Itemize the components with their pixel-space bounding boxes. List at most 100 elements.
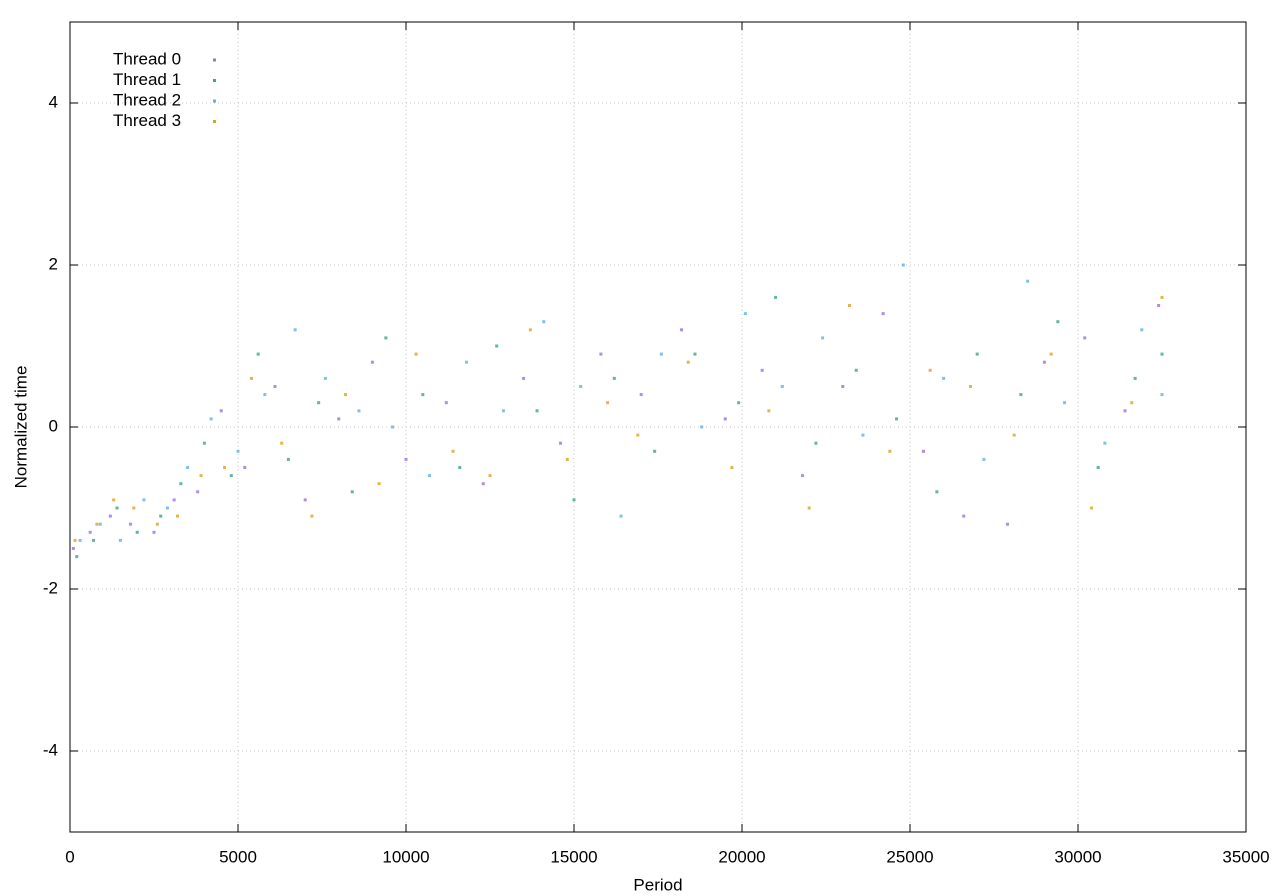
point <box>962 514 966 518</box>
point <box>1123 409 1127 413</box>
y-tick-label: 4 <box>49 92 58 111</box>
point <box>219 409 223 413</box>
point <box>464 360 468 364</box>
legend-swatch <box>213 58 216 62</box>
point <box>1026 279 1030 283</box>
point <box>881 312 885 316</box>
point <box>428 474 432 478</box>
point <box>854 368 858 372</box>
legend-label: Thread 2 <box>113 90 181 109</box>
point <box>774 295 778 299</box>
points <box>71 263 1164 559</box>
x-tick-label: 30000 <box>1054 847 1101 866</box>
point <box>165 506 169 510</box>
point <box>1103 441 1107 445</box>
y-axis-label: Normalized time <box>11 366 30 489</box>
y-tick-label: -4 <box>43 740 58 759</box>
point <box>1083 336 1087 340</box>
point <box>88 530 92 534</box>
point <box>481 482 485 486</box>
point <box>186 466 190 469</box>
point <box>236 449 240 453</box>
point <box>1157 304 1161 307</box>
x-tick-label: 35000 <box>1222 847 1269 866</box>
point <box>723 417 727 421</box>
point <box>1160 295 1164 299</box>
point <box>565 457 569 461</box>
point <box>71 547 75 550</box>
point <box>780 385 784 388</box>
point <box>700 425 704 429</box>
point <box>421 393 425 397</box>
x-tick-label: 10000 <box>382 847 429 866</box>
point <box>861 433 865 437</box>
legend-label: Thread 3 <box>113 111 181 130</box>
point <box>243 466 247 469</box>
point <box>488 474 492 478</box>
point <box>1096 466 1100 469</box>
point <box>975 352 979 356</box>
y-tick-label: 0 <box>49 416 58 435</box>
point <box>128 522 132 526</box>
point <box>693 352 697 356</box>
point <box>495 344 499 348</box>
point <box>286 457 290 461</box>
point <box>73 538 77 542</box>
point <box>1019 393 1023 397</box>
point <box>414 352 418 356</box>
x-tick-label: 0 <box>65 847 74 866</box>
point <box>303 498 307 502</box>
point <box>968 385 972 388</box>
x-tick-label: 15000 <box>550 847 597 866</box>
x-tick-label: 5000 <box>219 847 257 866</box>
legend-swatch <box>213 79 216 82</box>
point <box>75 555 79 559</box>
point <box>310 514 314 518</box>
point <box>680 328 684 332</box>
point <box>323 376 327 380</box>
point <box>730 466 734 469</box>
point <box>78 538 82 542</box>
point <box>199 474 203 478</box>
point <box>528 328 532 332</box>
point <box>249 376 253 380</box>
point <box>935 490 939 494</box>
point <box>377 482 381 486</box>
point <box>179 482 183 486</box>
point <box>1042 360 1046 364</box>
point <box>293 328 297 332</box>
point <box>263 393 267 397</box>
point <box>337 417 341 421</box>
point <box>317 401 321 405</box>
point <box>901 263 905 267</box>
point <box>1140 328 1144 332</box>
grid <box>69 22 1247 832</box>
point <box>176 514 180 518</box>
point <box>982 457 986 461</box>
point <box>444 401 448 405</box>
point <box>196 490 200 494</box>
point <box>1133 376 1137 380</box>
point <box>743 312 747 316</box>
point <box>542 320 546 324</box>
point <box>767 409 771 413</box>
point <box>928 368 932 372</box>
point <box>737 401 741 405</box>
point <box>152 530 156 534</box>
point <box>606 401 610 405</box>
point <box>135 530 139 534</box>
y-tick-label: 2 <box>49 254 58 273</box>
point <box>659 352 663 356</box>
point <box>1012 433 1016 437</box>
point <box>142 498 146 502</box>
point <box>653 449 657 453</box>
point <box>132 506 136 510</box>
point <box>223 466 227 469</box>
point <box>1056 320 1060 324</box>
point <box>1160 393 1164 397</box>
point <box>344 393 348 397</box>
point <box>619 514 623 518</box>
point <box>814 441 818 445</box>
